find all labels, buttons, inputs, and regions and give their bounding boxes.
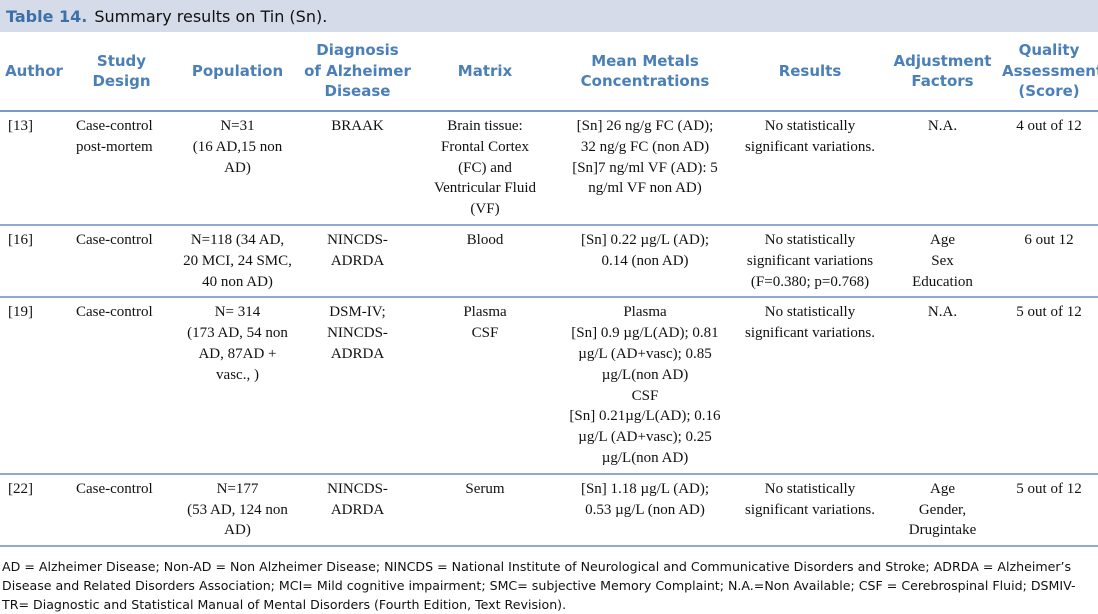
table-cell: NINCDS- ADRDA — [300, 473, 415, 548]
table-cell: Age Sex Education — [885, 224, 1000, 299]
column-header: Population — [175, 32, 300, 112]
table-row: [22] Case-control N=177 (53 AD, 124 non AD… — [0, 473, 1098, 548]
table-cell: 5 out of 12 — [1000, 473, 1098, 548]
column-header: Diagnosis of Alzheimer Disease — [300, 32, 415, 112]
header-row: Author Study Design Population Diagnosis of… — [0, 32, 1098, 112]
table-cell: No statistically significant variations. — [735, 111, 885, 226]
table-cell: Brain tissue: Frontal Cortex (FC) and Ve… — [415, 111, 555, 226]
table-cell: DSM-IV; NINCDS- ADRDA — [300, 297, 415, 475]
table-cell: [Sn] 0.22 µg/L (AD); 0.14 (non AD) — [555, 224, 735, 299]
table-cell: Blood — [415, 224, 555, 299]
table-caption: Table 14. Summary results on Tin (Sn). — [0, 0, 1098, 32]
table-cell: Age Gender, Drugintake — [885, 473, 1000, 548]
table-cell: [Sn] 26 ng/g FC (AD); 32 ng/g FC (non AD… — [555, 111, 735, 226]
table-cell: [13] — [0, 111, 68, 226]
table-footnote: AD = Alzheimer Disease; Non-AD = Non Alz… — [2, 559, 1076, 613]
table-cell: N.A. — [885, 297, 1000, 475]
table-cell: Plasma CSF — [415, 297, 555, 475]
table-cell: Plasma [Sn] 0.9 µg/L(AD); 0.81 µg/L (AD+… — [555, 297, 735, 475]
table-cell: [Sn] 1.18 µg/L (AD); 0.53 µg/L (non AD) — [555, 473, 735, 548]
table-cell: 6 out 12 — [1000, 224, 1098, 299]
table-title: Summary results on Tin (Sn). — [94, 6, 328, 26]
table-cell: No statistically significant variations. — [735, 473, 885, 548]
table-cell: Serum — [415, 473, 555, 548]
table-row: [19] Case-control N= 314 (173 AD, 54 non A… — [0, 297, 1098, 475]
column-header: Study Design — [68, 32, 175, 112]
table-cell: N=31 (16 AD,15 non AD) — [175, 111, 300, 226]
table-cell: [19] — [0, 297, 68, 475]
table-cell: Case-control post-mortem — [68, 111, 175, 226]
table-cell: 5 out of 12 — [1000, 297, 1098, 475]
table-cell: No statistically significant variations … — [735, 224, 885, 299]
table-cell: No statistically significant variations. — [735, 297, 885, 475]
column-header: Mean Metals Concentrations — [555, 32, 735, 112]
table-cell: N=118 (34 AD, 20 MCI, 24 SMC, 40 non AD) — [175, 224, 300, 299]
table-cell: N= 314 (173 AD, 54 non AD, 87AD + vasc.,… — [175, 297, 300, 475]
table-cell: N=177 (53 AD, 124 non AD) — [175, 473, 300, 548]
column-header: Matrix — [415, 32, 555, 112]
table-cell: BRAAK — [300, 111, 415, 226]
table-cell: [16] — [0, 224, 68, 299]
table-row: [16] Case-control N=118 (34 AD, 20 MCI, 24… — [0, 224, 1098, 299]
table-cell: [22] — [0, 473, 68, 548]
table-label: Table 14. — [6, 6, 88, 26]
table-cell: Case-control — [68, 224, 175, 299]
column-header: Adjustment Factors — [885, 32, 1000, 112]
table-cell: 4 out of 12 — [1000, 111, 1098, 226]
column-header: Quality Assessment (Score) — [1000, 32, 1098, 112]
table-cell: N.A. — [885, 111, 1000, 226]
table-row: [13] Case-control post-mortem N=31 (16 AD,… — [0, 111, 1098, 226]
summary-table: Author Study Design Population Diagnosis of… — [0, 32, 1098, 548]
table-cell: Case-control — [68, 297, 175, 475]
table-cell: Case-control — [68, 473, 175, 548]
column-header: Results — [735, 32, 885, 112]
column-header: Author — [0, 32, 68, 112]
table-cell: NINCDS- ADRDA — [300, 224, 415, 299]
